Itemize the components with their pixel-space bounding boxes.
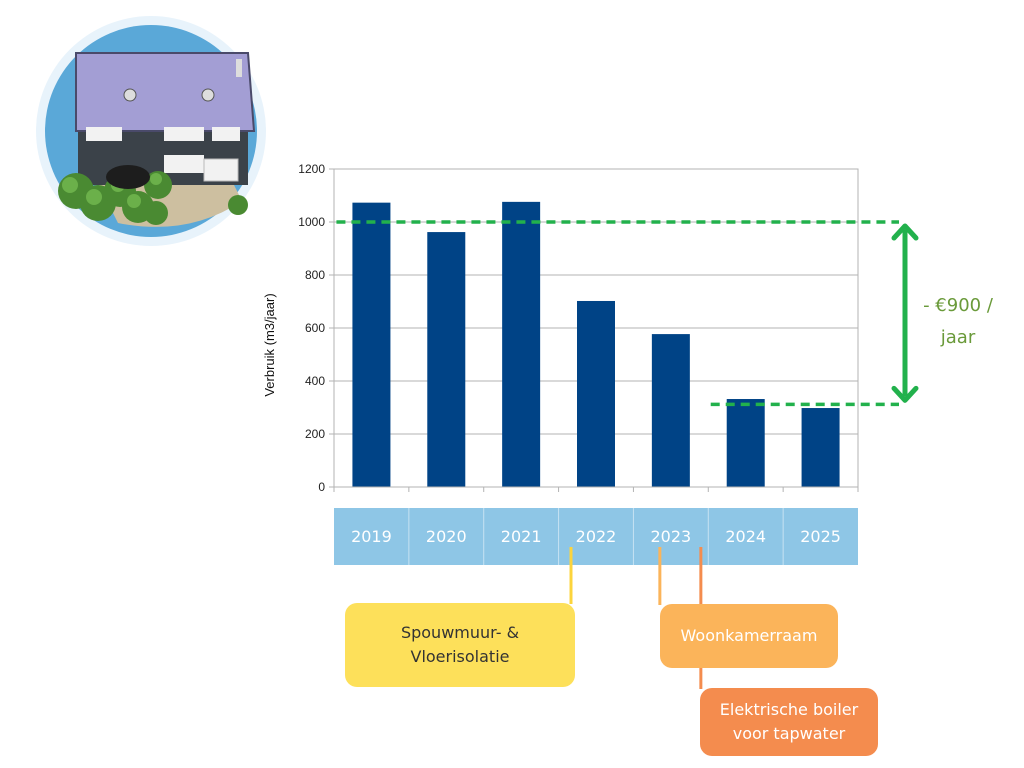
y-axis-title: Verbruik (m3/jaar) xyxy=(262,293,277,396)
year-label-2022: 2022 xyxy=(576,527,617,546)
house-illustration xyxy=(36,16,266,246)
callout-boiler: Elektrische boiler voor tapwater xyxy=(700,688,878,756)
roof-vent xyxy=(123,88,137,102)
year-label-2021: 2021 xyxy=(501,527,542,546)
savings-arrow-head-down xyxy=(891,385,919,403)
house-roof xyxy=(75,52,256,132)
savings-label-line-1: - €900 / xyxy=(923,295,994,316)
year-label-2024: 2024 xyxy=(725,527,766,546)
year-label-2020: 2020 xyxy=(426,527,467,546)
house-window xyxy=(212,127,240,141)
year-label-2025: 2025 xyxy=(800,527,841,546)
house-window xyxy=(164,155,204,173)
y-tick-label: 0 xyxy=(318,480,325,494)
house-window xyxy=(86,127,122,141)
bar-2025 xyxy=(801,408,840,487)
bar-2021 xyxy=(502,201,541,488)
chimney-pipe xyxy=(236,59,242,77)
house-bay-window xyxy=(203,158,239,182)
roof-vent xyxy=(201,88,215,102)
bar-2023 xyxy=(651,334,690,487)
house-window xyxy=(164,127,204,141)
bar-2020 xyxy=(427,232,466,487)
y-tick-label: 1000 xyxy=(298,215,325,229)
year-strip xyxy=(334,508,858,565)
savings-arrow-head-up xyxy=(891,223,919,241)
parked-car xyxy=(106,165,150,189)
savings-label-line-2: jaar xyxy=(940,327,976,348)
garden-shrub-right xyxy=(228,195,248,215)
year-label-2023: 2023 xyxy=(650,527,691,546)
year-label-2019: 2019 xyxy=(351,527,392,546)
y-tick-label: 600 xyxy=(305,321,325,335)
y-tick-label: 400 xyxy=(305,374,325,388)
y-tick-label: 800 xyxy=(305,268,325,282)
y-tick-label: 200 xyxy=(305,427,325,441)
callout-insulation: Spouwmuur- & Vloerisolatie xyxy=(345,603,575,687)
bar-2019 xyxy=(352,202,391,487)
callout-window: Woonkamerraam xyxy=(660,604,838,668)
bar-2022 xyxy=(577,300,615,487)
bar-2024 xyxy=(726,399,765,487)
y-tick-label: 1200 xyxy=(298,162,325,176)
